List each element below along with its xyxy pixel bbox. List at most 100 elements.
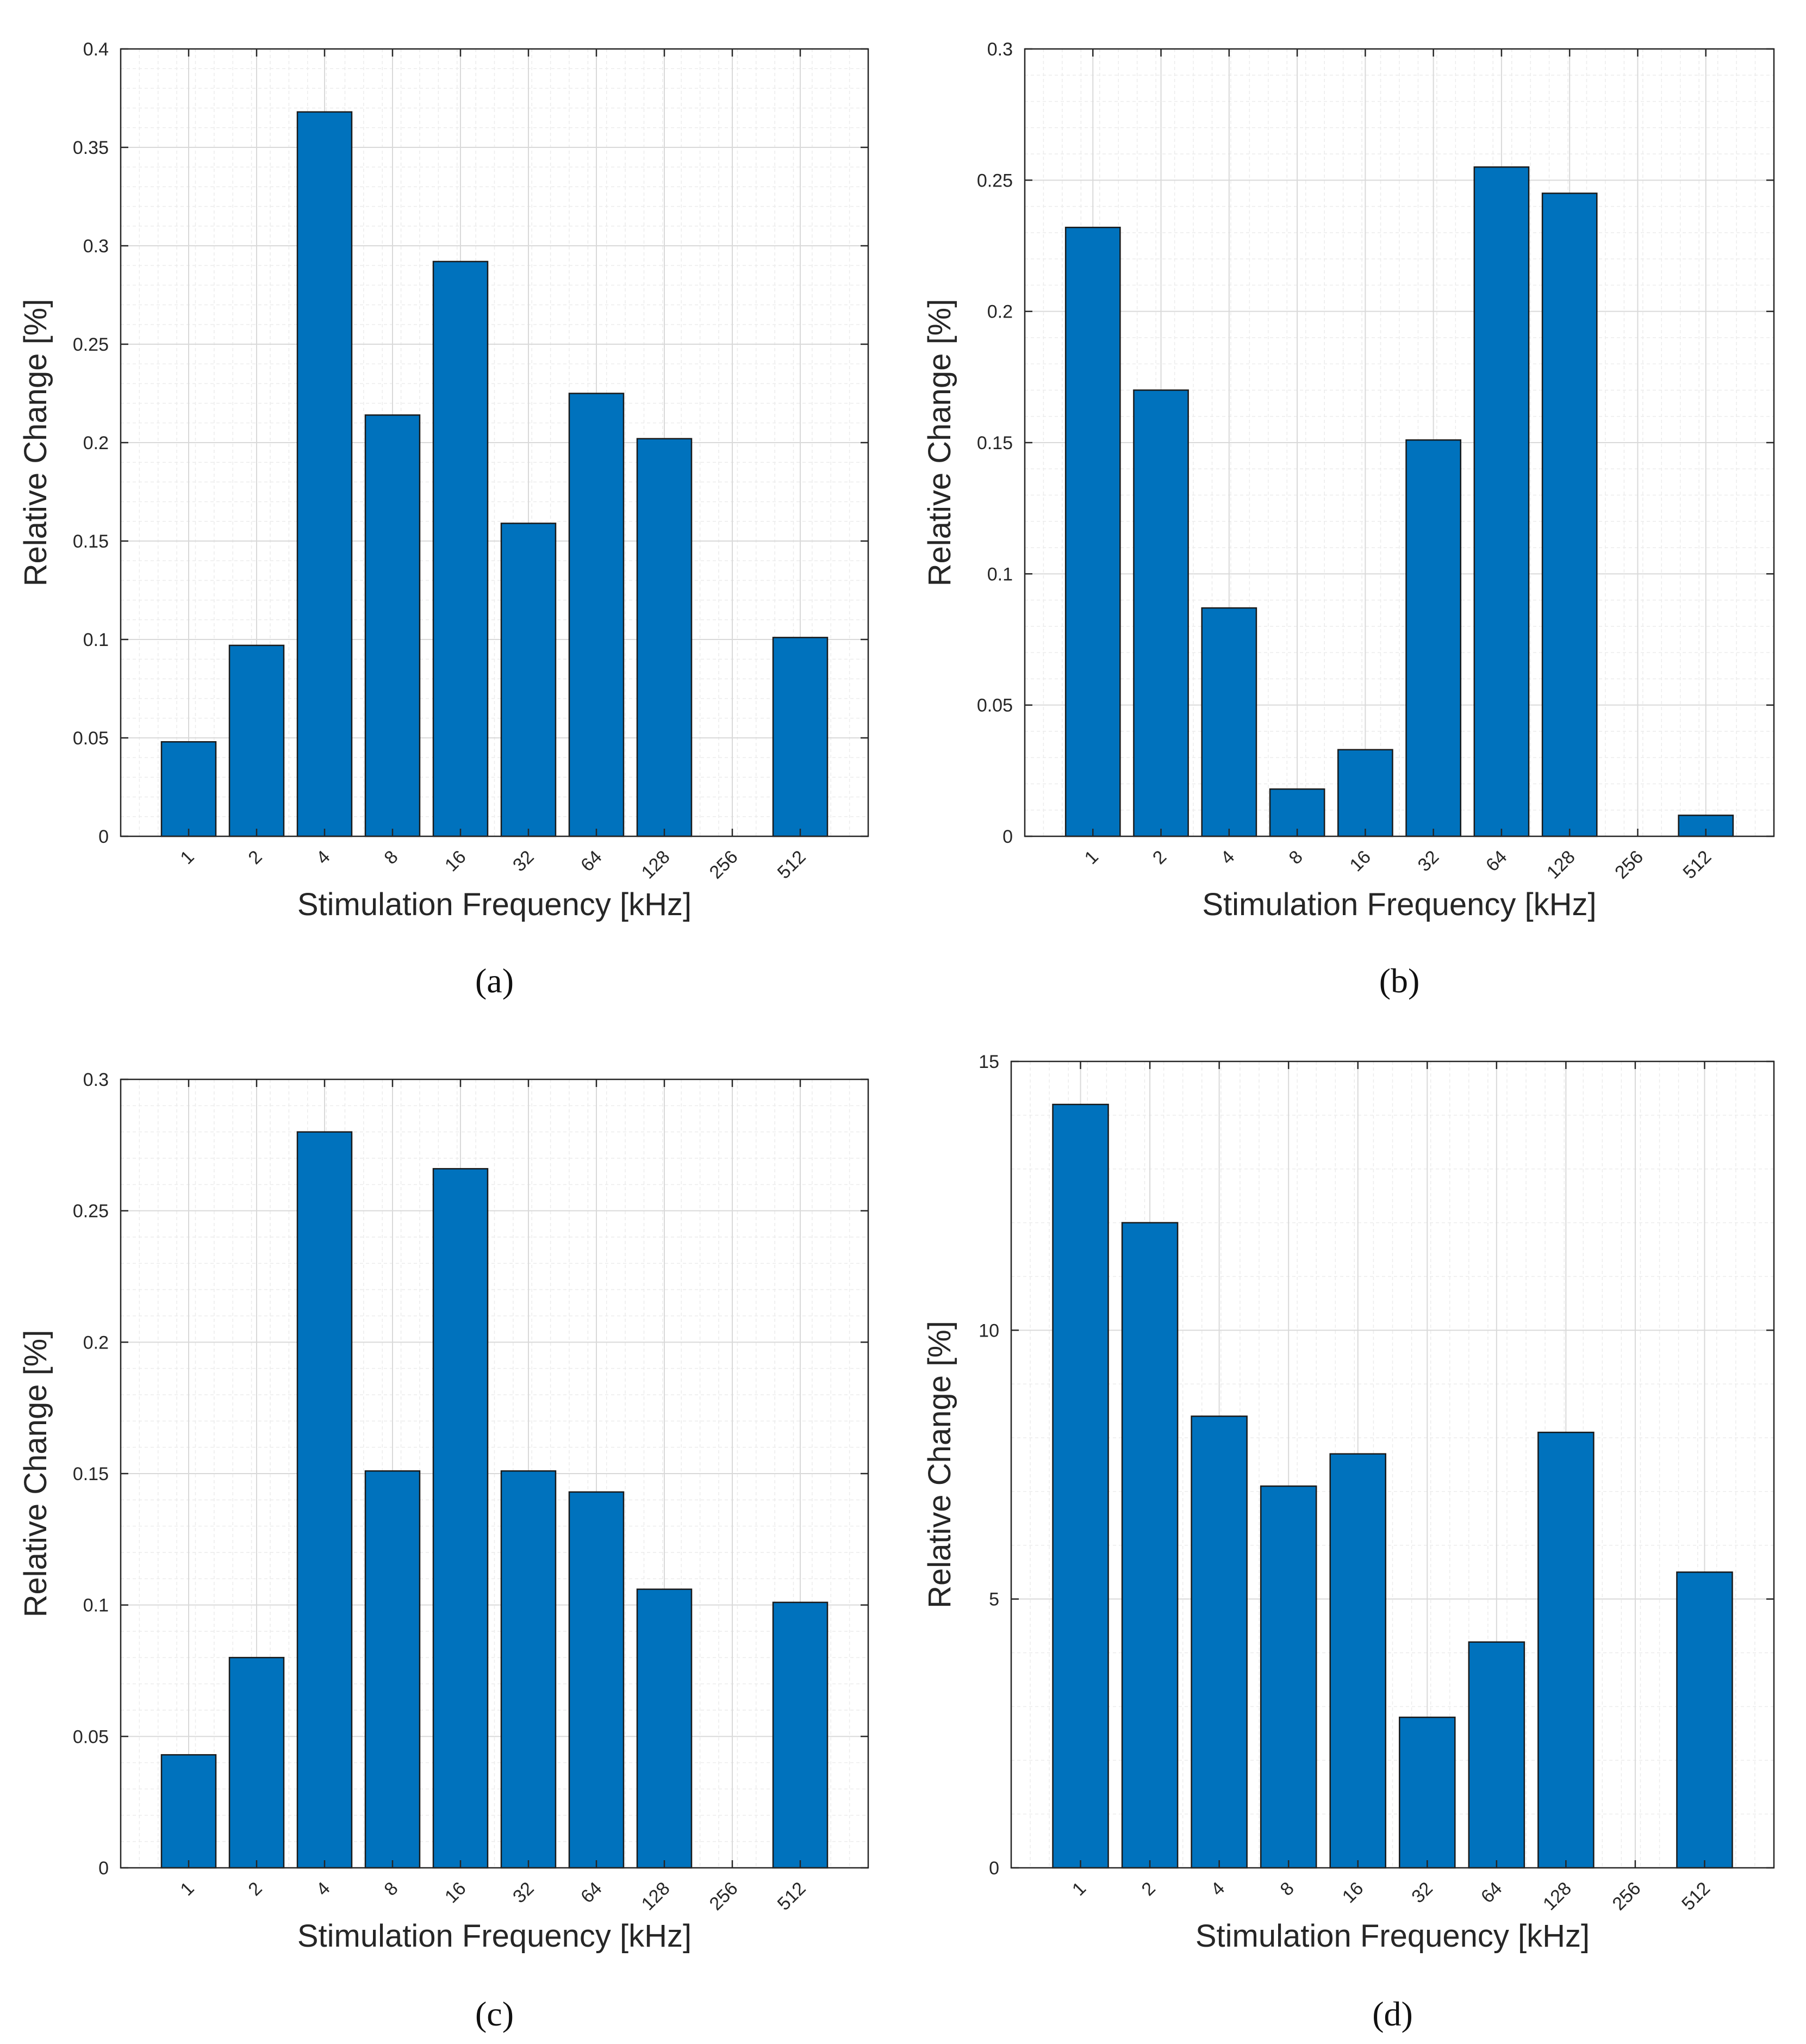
- x-tick-label: 512: [1678, 1878, 1714, 1915]
- x-tick-label: 256: [706, 847, 742, 883]
- y-tick-label: 0.1: [987, 564, 1013, 585]
- y-tick-label: 0.3: [83, 236, 109, 257]
- bar-b-16khz: [1337, 749, 1393, 837]
- bar-d-1khz: [1052, 1103, 1109, 1869]
- x-tick-label: 64: [1482, 847, 1511, 876]
- bar-b-4khz: [1201, 607, 1257, 837]
- bar-d-128khz: [1537, 1431, 1595, 1869]
- x-tick-label: 16: [1346, 847, 1375, 876]
- x-axis-label-d: Stimulation Frequency [kHz]: [1195, 1918, 1590, 1954]
- x-tick-label: 128: [638, 847, 674, 883]
- y-tick-label: 5: [989, 1589, 999, 1610]
- x-axis-label-b: Stimulation Frequency [kHz]: [1202, 887, 1596, 922]
- bar-b-1khz: [1064, 226, 1121, 837]
- axes-box-d: [1010, 1060, 1775, 1869]
- y-tick-label: 0: [98, 827, 109, 847]
- x-tick-label: 8: [1285, 847, 1306, 868]
- x-tick-label: 32: [509, 1878, 538, 1908]
- panel-label-c: (c): [475, 1995, 514, 2033]
- y-tick-label: 0.4: [83, 39, 109, 60]
- bar-c-16khz: [432, 1168, 489, 1869]
- x-tick-label: 16: [441, 1878, 470, 1908]
- y-axis-label-a: Relative Change [%]: [18, 299, 53, 587]
- panel-label-a: (a): [475, 961, 514, 1000]
- panel-label-d: (d): [1372, 1995, 1413, 2033]
- y-tick-label: 0: [989, 1858, 999, 1879]
- bar-c-512khz: [772, 1601, 829, 1869]
- chart-panel-a: 0 0.05 0.1 0.15 0.2 0.25 0.3 0.35 0.4 1 2 4 8 16 32 64 1…: [18, 39, 869, 1000]
- x-axis-label-a: Stimulation Frequency [kHz]: [297, 887, 692, 922]
- y-axis-label-c: Relative Change [%]: [18, 1330, 53, 1618]
- y-tick-label: 0.2: [83, 433, 109, 453]
- y-tick-label: 0: [1002, 827, 1013, 847]
- bar-a-16khz: [432, 260, 489, 837]
- bar-b-2khz: [1133, 389, 1189, 837]
- bar-a-8khz: [364, 414, 421, 837]
- x-tick-label: 4: [1207, 1878, 1229, 1900]
- bar-a-32khz: [500, 523, 557, 837]
- bar-c-64khz: [568, 1491, 625, 1869]
- x-tick-label: 512: [774, 1878, 810, 1915]
- x-tick-label: 2: [244, 1878, 266, 1900]
- x-tick-label: 4: [312, 1878, 334, 1900]
- y-tick-label: 0.3: [987, 39, 1013, 60]
- y-tick-label: 0.35: [73, 138, 109, 158]
- y-tick-label: 0.05: [73, 1726, 109, 1747]
- bar-b-32khz: [1405, 439, 1461, 837]
- y-axis-label-d: Relative Change [%]: [922, 1321, 957, 1608]
- x-tick-label: 256: [706, 1878, 742, 1915]
- bar-b-64khz: [1473, 166, 1530, 837]
- x-tick-label: 2: [244, 847, 266, 868]
- x-tick-label: 8: [1276, 1878, 1298, 1900]
- bar-c-128khz: [636, 1588, 693, 1869]
- y-tick-label: 0.15: [977, 433, 1013, 453]
- y-tick-label: 0.1: [83, 630, 109, 650]
- y-tick-label: 10: [979, 1320, 999, 1341]
- bar-c-4khz: [296, 1131, 353, 1869]
- bar-c-1khz: [160, 1754, 217, 1869]
- y-tick-label: 0.05: [977, 695, 1013, 716]
- x-tick-label: 2: [1137, 1878, 1159, 1900]
- x-tick-label: 8: [380, 847, 402, 868]
- x-tick-label: 8: [380, 1878, 402, 1900]
- x-tick-label: 1: [1081, 847, 1103, 868]
- y-tick-label: 0.3: [83, 1070, 109, 1090]
- y-tick-label: 0.1: [83, 1595, 109, 1616]
- bar-d-512khz: [1676, 1571, 1733, 1869]
- x-tick-label: 1: [1068, 1878, 1090, 1900]
- y-tick-label: 0.2: [987, 302, 1013, 322]
- x-tick-label: 128: [1543, 847, 1579, 883]
- bar-d-32khz: [1399, 1716, 1456, 1869]
- y-tick-label: 0: [98, 1858, 109, 1879]
- x-tick-label: 64: [577, 847, 606, 876]
- bar-a-64khz: [568, 393, 625, 837]
- y-tick-label: 0.25: [73, 334, 109, 355]
- x-tick-label: 16: [1338, 1878, 1368, 1908]
- bar-d-2khz: [1121, 1222, 1179, 1869]
- x-tick-label: 512: [1679, 847, 1715, 883]
- x-tick-label: 256: [1611, 847, 1647, 883]
- x-tick-label: 4: [1217, 847, 1238, 868]
- x-tick-label: 16: [441, 847, 470, 876]
- bar-b-128khz: [1541, 192, 1598, 837]
- chart-panel-c: 0 0.05 0.1 0.15 0.2 0.25 0.3 1 2 4 8 16 32 64 128 256 51…: [18, 1070, 869, 2033]
- x-tick-label: 64: [1477, 1878, 1506, 1908]
- bar-a-2khz: [228, 644, 285, 837]
- bar-c-32khz: [500, 1470, 557, 1869]
- y-tick-label: 0.05: [73, 728, 109, 749]
- y-axis-label-b: Relative Change [%]: [922, 299, 957, 587]
- x-tick-label: 128: [1539, 1878, 1575, 1915]
- bar-a-512khz: [772, 637, 829, 837]
- x-tick-label: 32: [509, 847, 538, 876]
- chart-panel-d: 0 5 10 15 1 2 4 8 16 32 64 128 256 512 Stimulation Fre…: [922, 1052, 1775, 2033]
- x-tick-label: 512: [774, 847, 810, 883]
- y-tick-label: 0.25: [73, 1201, 109, 1222]
- bar-a-4khz: [296, 111, 353, 837]
- bar-d-4khz: [1191, 1415, 1248, 1869]
- bar-d-64khz: [1468, 1641, 1525, 1869]
- x-tick-label: 64: [577, 1878, 606, 1908]
- panel-label-b: (b): [1379, 961, 1420, 1000]
- bar-a-128khz: [636, 438, 693, 837]
- bar-c-2khz: [228, 1657, 285, 1869]
